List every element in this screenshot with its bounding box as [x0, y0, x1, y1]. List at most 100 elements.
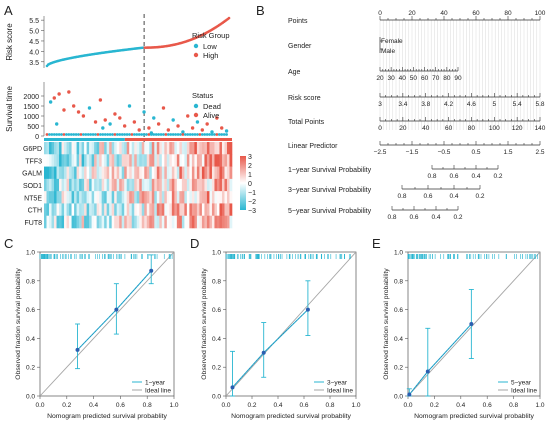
heatmap-cell	[126, 191, 130, 204]
heatmap-cell	[76, 215, 80, 229]
survival-point	[52, 96, 56, 100]
heatmap-cell	[114, 166, 117, 180]
heatmap-cell	[191, 142, 195, 155]
heatmap-cell	[86, 178, 90, 192]
survival-point	[200, 133, 204, 136]
heatmap-cell	[184, 203, 188, 217]
heatmap-cell	[164, 154, 168, 167]
heatmap-cell	[216, 142, 220, 155]
heatmap-cell	[104, 166, 107, 180]
heatmap-cell	[164, 142, 168, 155]
heatmap-cell	[66, 166, 70, 180]
y-tick-label: 0.8	[394, 278, 403, 285]
heatmap-cell	[106, 142, 110, 155]
heatmap-cell	[124, 203, 128, 217]
heatmap-cell	[89, 178, 92, 192]
heatmap-cell	[74, 191, 77, 204]
heatmap-cell	[186, 142, 190, 155]
heatmap-cell	[134, 142, 138, 155]
survival-point	[169, 133, 173, 136]
heatmap-cell	[84, 154, 87, 167]
heatmap-cell	[69, 154, 72, 167]
heatmap-cell	[116, 191, 120, 204]
heatmap-cell	[111, 166, 115, 180]
heatmap-cell	[171, 191, 175, 204]
heatmap-cell	[216, 191, 220, 204]
survival-point	[149, 133, 153, 136]
heatmap-cell	[204, 142, 208, 155]
heatmap-cell	[99, 203, 102, 217]
heatmap-cell	[159, 142, 163, 155]
heatmap-cell	[159, 154, 163, 167]
heatmap-cell	[56, 191, 60, 204]
calibration-point	[149, 268, 154, 273]
heatmap-cell	[221, 142, 225, 155]
heatmap-cell	[91, 178, 95, 192]
heatmap-cell	[86, 191, 90, 204]
heatmap-cell	[201, 142, 205, 155]
heatmap-cell	[139, 142, 143, 155]
survival-point	[60, 133, 63, 136]
heatmap-cell	[156, 142, 160, 155]
heatmap-cell	[81, 166, 85, 180]
survival-point	[203, 133, 207, 136]
heatmap-cell	[76, 178, 80, 192]
survival-point	[98, 98, 103, 102]
survival-point	[118, 133, 122, 136]
heatmap-cell	[61, 142, 65, 155]
heatmap-cell	[154, 142, 158, 155]
heatmap-cell	[181, 154, 185, 167]
nomogram-tick-label: 0.8	[397, 193, 406, 200]
heatmap-cell	[101, 178, 105, 192]
group-bar-high	[124, 138, 232, 141]
survival-point	[179, 133, 182, 136]
heatmap-cell	[64, 215, 67, 229]
heatmap-cell	[46, 215, 50, 229]
heatmap-cell	[44, 142, 47, 155]
heatmap-cell	[121, 154, 125, 167]
calibration-line	[77, 270, 152, 351]
heatmap-cell	[209, 203, 213, 217]
heatmap-cell	[184, 178, 188, 192]
y-tick-label: 0.4	[212, 336, 221, 343]
legend-label-ideal: Ideal line	[511, 388, 537, 395]
heatmap-cell	[106, 154, 110, 167]
colorbar-tick-label: 0	[248, 181, 252, 188]
heatmap-cell	[76, 142, 80, 155]
nomogram-tick-label: 3	[378, 101, 382, 108]
panel-label-c: C	[4, 236, 13, 251]
heatmap-cell	[196, 178, 200, 192]
heatmap-cell	[89, 166, 92, 180]
heatmap-cell	[109, 215, 112, 229]
heatmap-cell	[221, 178, 225, 192]
heatmap-cell	[139, 166, 143, 180]
heatmap-cell	[124, 178, 128, 192]
survival-point	[125, 133, 129, 136]
heatmap-cell	[104, 178, 107, 192]
survival-point	[224, 129, 229, 133]
x-tick-label: 0.0	[221, 402, 230, 409]
colorbar-tick-label: 3	[248, 154, 252, 161]
heatmap-cell	[146, 166, 150, 180]
heatmap-cell	[191, 166, 195, 180]
heatmap-cell	[64, 191, 67, 204]
heatmap-cell	[226, 154, 230, 167]
survival-point	[183, 133, 187, 136]
survival-point	[159, 133, 163, 136]
heatmap-cell	[61, 191, 65, 204]
survival-point	[215, 133, 219, 136]
heatmap-cell	[151, 215, 155, 229]
heatmap-cell	[139, 191, 143, 204]
survival-point	[69, 133, 73, 136]
gene-label-fut8: FUT8	[25, 220, 43, 227]
survival-point	[215, 116, 219, 120]
heatmap-cell	[199, 142, 203, 155]
heatmap-cell	[134, 178, 138, 192]
heatmap-cell	[219, 154, 223, 167]
heatmap-cell	[99, 191, 102, 204]
heatmap-cell	[116, 178, 120, 192]
heatmap-cell	[104, 215, 107, 229]
heatmap-cell	[59, 166, 62, 180]
heatmap-cell	[101, 166, 105, 180]
nomogram-tick-label: −2.5	[374, 149, 387, 156]
